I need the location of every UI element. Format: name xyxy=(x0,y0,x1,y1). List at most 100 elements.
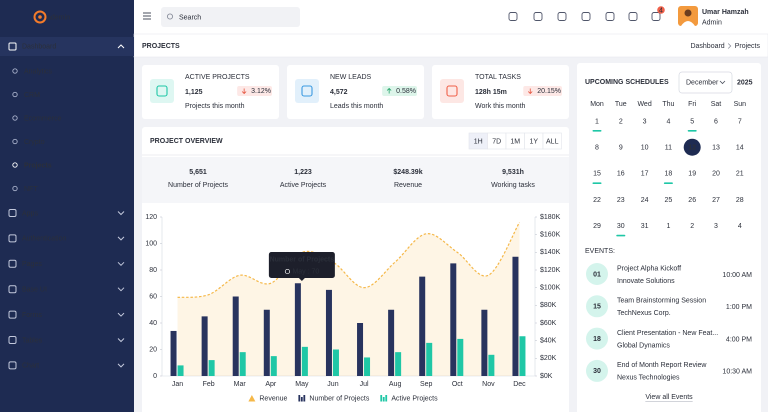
events-link[interactable]: View all Events xyxy=(645,394,693,401)
calendar-day[interactable]: 22 xyxy=(593,197,601,204)
calendar-day[interactable]: 20 xyxy=(712,171,720,178)
menu-group[interactable]: Base UI xyxy=(22,287,47,294)
change-arrow xyxy=(386,87,392,94)
range-label[interactable]: 1Y xyxy=(529,138,538,145)
menu-group[interactable]: Authentication xyxy=(22,236,66,243)
x-tick-label: Jun xyxy=(327,381,338,388)
header-icon[interactable] xyxy=(508,12,518,21)
calendar-day[interactable]: 28 xyxy=(736,197,744,204)
calendar-day[interactable]: 4 xyxy=(738,223,742,230)
breadcrumb-link[interactable]: Dashboard xyxy=(690,43,724,50)
event-day-bg xyxy=(586,359,608,382)
month-select[interactable] xyxy=(678,71,733,94)
header-icon[interactable] xyxy=(605,12,615,21)
calendar-day[interactable]: 27 xyxy=(712,197,720,204)
calendar-day[interactable]: 4 xyxy=(666,118,670,125)
calendar-day[interactable]: 1 xyxy=(666,223,670,230)
calendar-day[interactable]: 1 xyxy=(595,118,599,125)
bar xyxy=(488,354,495,376)
calendar-day[interactable]: 12 xyxy=(688,145,696,152)
logo-icon xyxy=(33,10,47,24)
event-title[interactable]: Team Brainstorming Session xyxy=(617,298,706,305)
menu-item[interactable]: Analytics xyxy=(24,68,53,75)
event-time: 10:00 AM xyxy=(722,272,752,279)
menu-group[interactable]: Tables xyxy=(22,337,43,344)
calendar-day[interactable]: 7 xyxy=(738,118,742,125)
y2-tick-label: $40K xyxy=(540,338,557,345)
event-org: Global Dynamics xyxy=(617,342,670,349)
event-time: 1:00 PM xyxy=(726,304,752,311)
calendar-day[interactable]: 5 xyxy=(690,118,694,125)
range-label[interactable]: ALL xyxy=(546,138,559,145)
menu-group[interactable]: Pages xyxy=(22,261,42,268)
calendar-day[interactable]: 29 xyxy=(593,223,601,230)
y2-tick-label: $140K xyxy=(540,249,561,256)
calendar-day[interactable]: 8 xyxy=(595,145,599,152)
calendar-day[interactable]: 17 xyxy=(641,171,649,178)
calendar-day[interactable]: 10 xyxy=(641,145,649,152)
sidebar xyxy=(0,0,134,412)
header-icon[interactable] xyxy=(557,12,567,21)
calendar-day[interactable]: 18 xyxy=(665,171,673,178)
range-label[interactable]: 1M xyxy=(510,138,520,145)
header-icon[interactable] xyxy=(651,12,661,21)
calendar-day[interactable]: 9 xyxy=(619,145,623,152)
bar xyxy=(419,276,426,376)
search-box[interactable] xyxy=(161,7,300,27)
bar xyxy=(519,336,526,376)
menu-item[interactable]: Ecommerce xyxy=(24,115,61,122)
calendar-day[interactable]: 15 xyxy=(593,171,601,178)
menu-item[interactable]: NFT xyxy=(24,186,38,193)
menu-group[interactable]: Forms xyxy=(22,312,42,319)
calendar-day[interactable]: 6 xyxy=(714,118,718,125)
calendar-day[interactable]: 14 xyxy=(736,145,744,152)
event-title[interactable]: End of Month Report Review xyxy=(617,362,707,369)
calendar-day[interactable]: 26 xyxy=(688,197,696,204)
legend-label[interactable]: Active Projects xyxy=(391,395,438,402)
events-heading: EVENTS: xyxy=(585,248,615,255)
change-badge xyxy=(237,86,272,96)
event-title[interactable]: Project Alpha Kickoff xyxy=(617,265,681,272)
legend-label[interactable]: Revenue xyxy=(259,395,287,402)
calendar-day[interactable]: 30 xyxy=(617,223,625,230)
menu-item[interactable]: Projects xyxy=(24,162,52,169)
menu-item[interactable]: Crypto xyxy=(24,139,45,146)
event-title[interactable]: Client Presentation - New Feat... xyxy=(617,330,718,337)
event-day-bg xyxy=(586,263,608,285)
calendar-day[interactable]: 16 xyxy=(617,171,625,178)
calendar-day[interactable]: 21 xyxy=(736,171,744,178)
calendar-day[interactable]: 2 xyxy=(690,223,694,230)
menu-icon xyxy=(8,209,17,217)
calendar-day[interactable]: 13 xyxy=(712,145,720,152)
month-label[interactable]: December xyxy=(686,79,719,86)
header-icon[interactable] xyxy=(533,12,543,21)
range-tab[interactable] xyxy=(542,132,562,150)
menu-bullet xyxy=(12,162,18,168)
stat-label: Working tasks xyxy=(491,182,535,189)
range-label[interactable]: 7D xyxy=(492,138,501,145)
card-change: 0.58% xyxy=(396,88,416,95)
calendar-day[interactable]: 24 xyxy=(641,197,649,204)
calendar-day[interactable]: 3 xyxy=(643,118,647,125)
event-day-bg xyxy=(586,295,608,318)
range-label[interactable]: 1H xyxy=(474,138,483,145)
bar xyxy=(426,342,433,376)
menu-group[interactable]: Apps xyxy=(22,210,38,217)
card-value: 1,125 xyxy=(185,89,203,96)
calendar-day[interactable]: 19 xyxy=(688,171,696,178)
menu-item[interactable]: CRM xyxy=(24,92,40,99)
calendar-day[interactable]: 25 xyxy=(665,197,673,204)
calendar-day[interactable]: 2 xyxy=(619,118,623,125)
card-change: 3.12% xyxy=(251,88,271,95)
calendar-day[interactable]: 3 xyxy=(714,223,718,230)
menu-section[interactable]: Dashboard xyxy=(22,43,56,50)
menu-group[interactable]: Chart xyxy=(22,363,39,370)
legend-label[interactable]: Number of Projects xyxy=(309,395,369,402)
header-icon[interactable] xyxy=(628,12,638,21)
calendar-day[interactable]: 11 xyxy=(665,145,672,152)
calendar-day[interactable]: 23 xyxy=(617,197,625,204)
header-icon[interactable] xyxy=(581,12,591,21)
x-tick-label: Jul xyxy=(360,381,369,388)
bar xyxy=(232,296,239,376)
calendar-day[interactable]: 31 xyxy=(641,223,649,230)
